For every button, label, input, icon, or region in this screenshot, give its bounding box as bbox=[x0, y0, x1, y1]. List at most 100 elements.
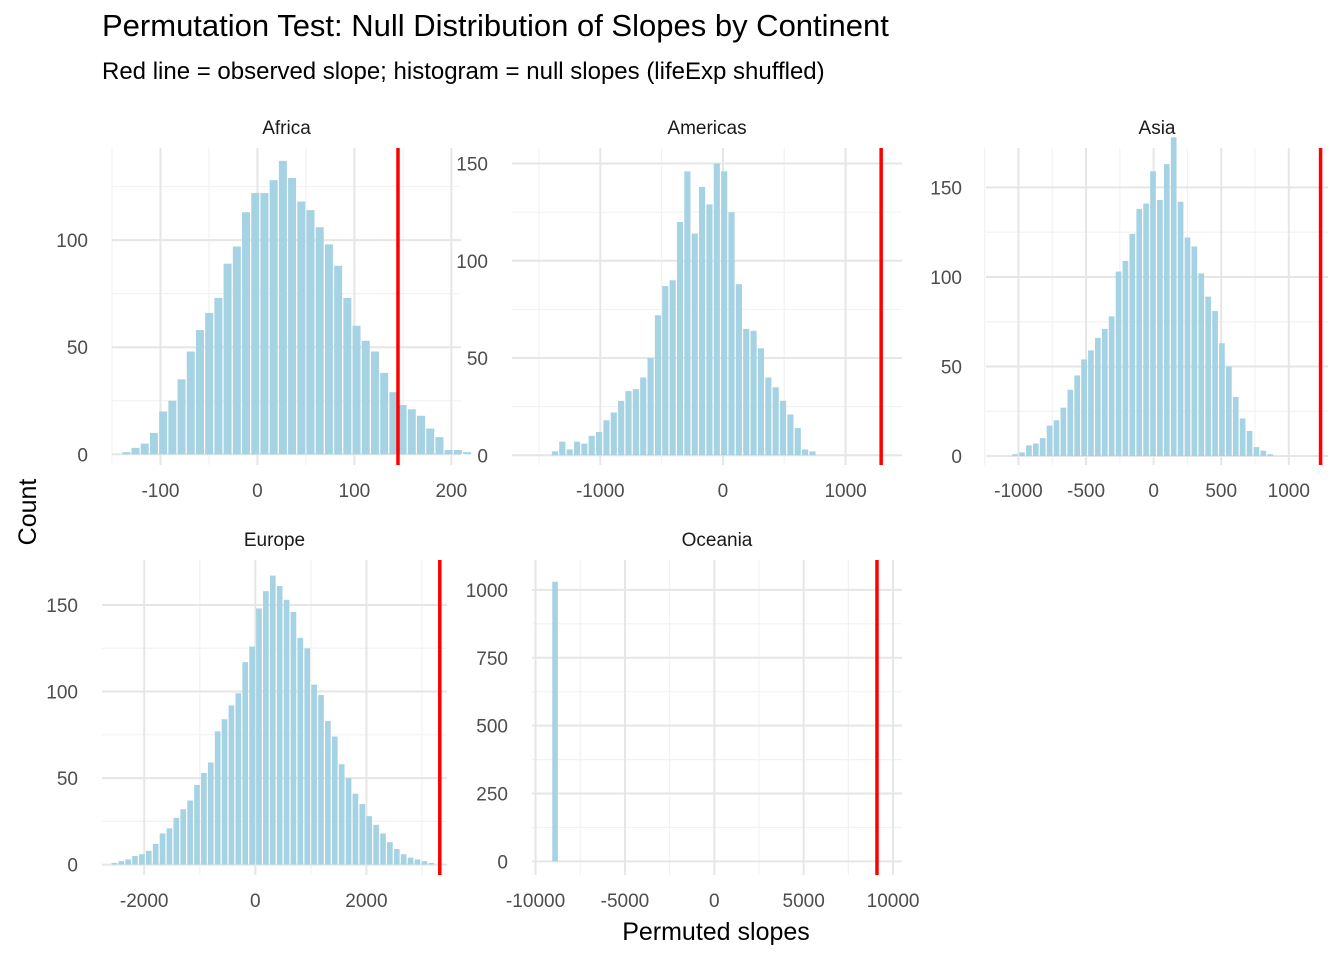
histogram-bar bbox=[1246, 430, 1253, 457]
y-tick-label: 50 bbox=[941, 357, 962, 378]
y-tick-label: 0 bbox=[477, 446, 488, 467]
histogram-bar bbox=[249, 646, 255, 865]
histogram-bar bbox=[1219, 343, 1225, 457]
histogram-bar bbox=[1212, 310, 1218, 457]
histogram-bar bbox=[435, 437, 444, 455]
histogram-bar bbox=[187, 800, 193, 865]
x-tick-label: 10000 bbox=[867, 891, 920, 912]
histogram-bar bbox=[750, 330, 757, 456]
histogram-bar bbox=[235, 693, 242, 865]
histogram-bar bbox=[1115, 271, 1122, 457]
histogram-bar bbox=[1170, 137, 1177, 457]
histogram-bar bbox=[359, 804, 366, 865]
histogram-bar bbox=[647, 358, 654, 456]
x-tick-label: 0 bbox=[250, 891, 261, 912]
histogram-bar bbox=[173, 817, 180, 865]
histogram-bar bbox=[552, 581, 558, 862]
histogram-bar bbox=[398, 405, 407, 455]
histogram-bar bbox=[373, 824, 379, 865]
histogram-bar bbox=[297, 201, 306, 455]
y-tick-label: 0 bbox=[67, 856, 78, 877]
histogram-bar bbox=[242, 662, 249, 865]
histogram-bar bbox=[260, 192, 269, 455]
histogram-bar bbox=[393, 849, 400, 865]
histogram-bar bbox=[1205, 296, 1212, 457]
facet-title: Oceania bbox=[682, 530, 753, 551]
histogram-bar bbox=[691, 233, 698, 456]
histogram-bar bbox=[207, 762, 214, 865]
histogram-bar bbox=[1108, 316, 1115, 457]
histogram-bar bbox=[283, 599, 290, 865]
x-tick-label: 0 bbox=[1148, 481, 1159, 502]
histogram-bar bbox=[595, 431, 603, 456]
histogram-bar bbox=[194, 785, 200, 865]
histogram-bar bbox=[370, 351, 379, 455]
y-tick-label: 150 bbox=[46, 596, 78, 617]
histogram-bar bbox=[306, 210, 315, 455]
facet-panel-asia: Asia -1000 -500 0 500 1000 0 50 100 150 bbox=[930, 118, 1328, 502]
x-tick-label: 100 bbox=[339, 481, 371, 502]
histogram-bar bbox=[352, 793, 359, 865]
histogram-bar bbox=[421, 861, 428, 865]
histogram-bar bbox=[1184, 237, 1191, 457]
histogram-bar bbox=[1053, 420, 1060, 457]
histogram-bar bbox=[1253, 447, 1260, 457]
y-tick-label: 50 bbox=[57, 769, 78, 790]
histogram-bar bbox=[269, 180, 278, 455]
histogram-bar bbox=[214, 297, 223, 455]
histogram-bar bbox=[304, 648, 311, 865]
histogram-bar bbox=[276, 585, 283, 865]
histogram-bar bbox=[140, 443, 149, 455]
histogram-bar bbox=[802, 449, 809, 456]
histogram-bar bbox=[118, 861, 125, 865]
histogram-bar bbox=[713, 163, 720, 456]
histogram-bar bbox=[186, 351, 195, 455]
histogram-bar bbox=[588, 435, 595, 456]
y-tick-label: 250 bbox=[476, 785, 508, 806]
histogram-bar bbox=[125, 859, 131, 865]
histogram-bar bbox=[331, 736, 338, 865]
x-tick-label: 1000 bbox=[824, 481, 866, 502]
histogram-bar bbox=[290, 611, 297, 865]
y-tick-label: 500 bbox=[476, 717, 508, 738]
histogram-bar bbox=[152, 843, 159, 865]
facet-panel-oceania: Oceania -10000 -5000 0 5000 10000 0 250 500 750 10… bbox=[466, 530, 920, 912]
histogram-bar bbox=[1060, 407, 1067, 457]
histogram-bar bbox=[610, 412, 617, 456]
y-tick-label: 100 bbox=[930, 268, 962, 289]
histogram-bar bbox=[1136, 208, 1143, 457]
histogram-bar bbox=[1163, 164, 1170, 457]
histogram-bar bbox=[223, 263, 232, 455]
histogram-bar bbox=[366, 816, 373, 865]
histogram-bar bbox=[662, 286, 669, 456]
histogram-bar bbox=[794, 428, 801, 456]
histogram-bar bbox=[1239, 418, 1246, 457]
histogram-bar bbox=[1046, 425, 1053, 457]
histogram-bar bbox=[1143, 203, 1149, 457]
histogram-bar bbox=[618, 400, 625, 456]
histogram-bar bbox=[735, 284, 742, 456]
histogram-bar bbox=[325, 720, 331, 865]
histogram-bar bbox=[232, 246, 241, 455]
histogram-bar bbox=[159, 833, 166, 865]
histogram-bar bbox=[417, 415, 426, 455]
histogram-bar bbox=[343, 297, 352, 455]
x-tick-label: -1000 bbox=[576, 481, 625, 502]
histogram-bar bbox=[122, 452, 131, 455]
histogram-bar bbox=[1191, 246, 1198, 457]
x-tick-label: -500 bbox=[1067, 481, 1105, 502]
x-axis-label: Permuted slopes bbox=[622, 918, 810, 946]
histogram-bar bbox=[131, 447, 140, 455]
histogram-bar bbox=[699, 186, 706, 456]
histogram-bar bbox=[463, 452, 472, 455]
histogram-bar bbox=[1088, 350, 1094, 457]
histogram-bar bbox=[256, 608, 262, 865]
histogram-bar bbox=[145, 850, 152, 865]
histogram-bar bbox=[139, 854, 145, 865]
histogram-bar bbox=[757, 348, 765, 456]
histogram-bar bbox=[721, 171, 728, 456]
histogram-bar bbox=[1122, 260, 1129, 457]
histogram-bar bbox=[205, 312, 214, 455]
histogram-bar bbox=[640, 377, 647, 456]
